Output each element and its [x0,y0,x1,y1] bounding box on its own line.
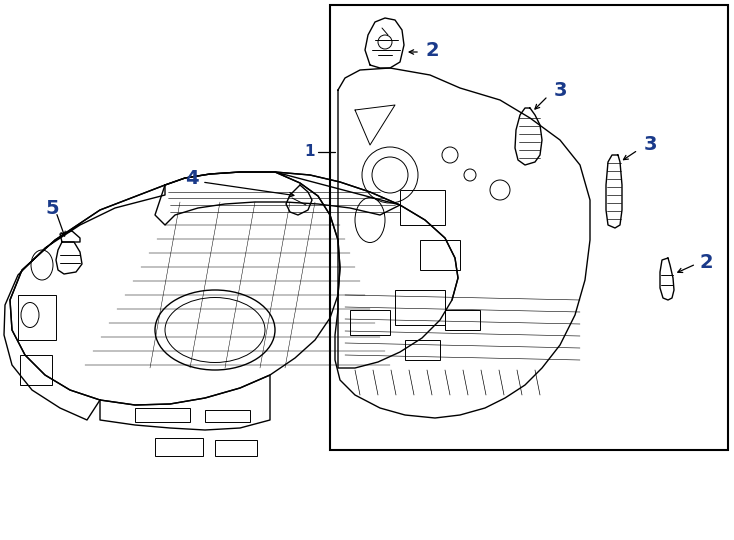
Bar [18,295,56,340]
Text: 3: 3 [553,80,567,99]
Bar [445,310,480,330]
Text: 3: 3 [643,136,657,154]
Bar [135,408,190,422]
Text: 2: 2 [700,253,713,272]
Bar [420,240,460,270]
Bar [400,190,445,225]
Bar [215,440,257,456]
Text: 2: 2 [425,40,439,59]
Bar [155,438,203,456]
Bar [350,310,390,335]
Bar [205,410,250,422]
Text: 1: 1 [305,145,315,159]
Text: 5: 5 [46,199,59,218]
Bar [330,5,728,450]
Bar [405,340,440,360]
Text: 4: 4 [185,168,199,187]
Bar [395,290,445,325]
Bar [20,355,52,385]
